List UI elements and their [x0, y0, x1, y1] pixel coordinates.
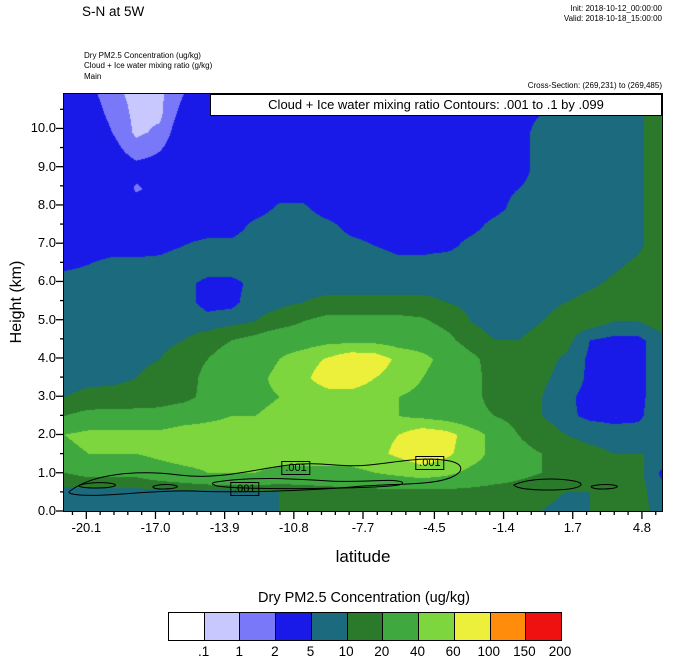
colorbar-tick-label: 1 — [235, 644, 244, 659]
colorbar-tick-label: 200 — [548, 644, 572, 659]
cloud-contour-line — [513, 478, 582, 491]
x-tick-label: 4.8 — [632, 520, 651, 535]
y-tick-label: 8.0 — [37, 196, 56, 212]
colorbar-cell — [526, 613, 562, 640]
cloud-contour-value-label: .001 — [281, 461, 311, 476]
x-axis-label: latitude — [335, 547, 391, 566]
x-tick-label: -7.7 — [351, 520, 375, 535]
field-list: Dry PM2.5 Concentration (ug/kg) Cloud + … — [84, 51, 212, 82]
cross-section-label: Cross-Section: (269,231) to (269,485) — [527, 81, 662, 90]
y-tick-label: 2.0 — [37, 426, 56, 442]
cloud-contour-line — [152, 484, 178, 490]
colorbar-cell — [311, 613, 348, 640]
x-tick-label: -20.1 — [71, 520, 102, 535]
colorbar-cell — [169, 613, 205, 640]
colorbar — [168, 612, 562, 641]
colorbar-tick-label: 100 — [477, 644, 500, 659]
x-tick-label: -17.0 — [140, 520, 171, 535]
cloud-contour-value-label: .001 — [415, 456, 445, 471]
field-cloud-ice-label: Cloud + Ice water mixing ratio (g/kg) — [84, 61, 213, 71]
contour-title-box: Cloud + Ice water mixing ratio Contours:… — [210, 94, 662, 116]
y-tick-label: 1.0 — [37, 464, 56, 480]
colorbar-tick-label: 40 — [409, 644, 425, 659]
colorbar-cell — [240, 613, 277, 640]
cloud-contour-line — [78, 482, 116, 489]
colorbar-title: Dry PM2.5 Concentration (ug/kg) — [258, 590, 470, 606]
colorbar-tick-label: 2 — [271, 644, 279, 659]
y-tick-label: 3.0 — [37, 388, 56, 404]
field-domain-label: Main — [84, 71, 102, 81]
colorbar-tick-label: 10 — [338, 644, 354, 659]
x-tick-label: -13.9 — [209, 520, 240, 535]
colorbar-tick-label: .1 — [197, 644, 210, 659]
colorbar-cell — [276, 613, 312, 640]
valid-timestamp: Valid: 2018-10-18_15:00:00 — [563, 14, 662, 24]
page-title: S-N at 5W — [82, 4, 145, 19]
pm25-filled-contour-canvas — [64, 94, 662, 511]
y-tick-label: 6.0 — [37, 273, 56, 289]
x-tick-label: 1.7 — [563, 520, 582, 535]
cloud-contour-line — [68, 458, 462, 496]
y-tick-label: 7.0 — [37, 235, 56, 251]
contour-title-text: Cloud + Ice water mixing ratio Contours:… — [268, 97, 604, 112]
y-tick-label: 0.0 — [37, 503, 56, 518]
colorbar-cell — [490, 613, 527, 640]
x-tick-label: -1.4 — [492, 520, 515, 535]
y-tick-label: 10.0 — [30, 120, 56, 136]
field-pm25-label: Dry PM2.5 Concentration (ug/kg) — [84, 51, 201, 60]
colorbar-cell — [383, 613, 420, 640]
colorbar-cell — [454, 613, 491, 640]
colorbar-tick-label: 20 — [374, 644, 390, 659]
y-tick-label: 5.0 — [37, 311, 56, 327]
y-tick-label: 4.0 — [37, 349, 56, 365]
colorbar-cell — [347, 613, 384, 640]
cloud-contour-line — [590, 484, 618, 490]
y-tick-label: 9.0 — [37, 158, 56, 174]
colorbar-cell — [204, 613, 241, 640]
cloud-contour-value-label: .001 — [230, 481, 260, 496]
x-tick-label: -4.5 — [423, 520, 446, 535]
x-tick-label: -10.8 — [279, 520, 309, 535]
init-valid-timestamps: Init: 2018-10-12_00:00:00 Valid: 2018-10… — [564, 4, 662, 25]
colorbar-cell — [419, 613, 455, 640]
init-timestamp: Init: 2018-10-12_00:00:00 — [570, 4, 662, 13]
colorbar-tick-label: 5 — [306, 644, 315, 659]
colorbar-tick-label: 60 — [445, 644, 461, 659]
colorbar-tick-label: 150 — [513, 644, 536, 659]
cloud-contour-overlay — [68, 458, 618, 496]
cloud-contour-line — [211, 477, 404, 490]
